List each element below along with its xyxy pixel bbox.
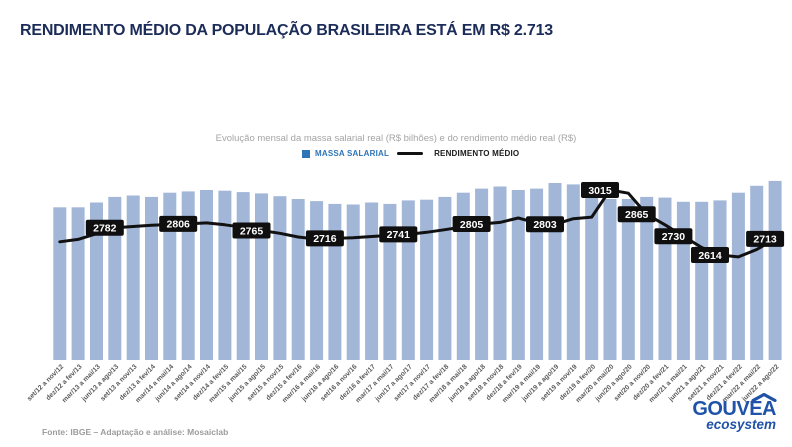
massa-salarial-bar <box>420 199 434 360</box>
value-label-box <box>746 230 785 247</box>
value-label: 2865 <box>625 209 649 221</box>
massa-salarial-bar <box>126 195 140 360</box>
massa-salarial-bar <box>695 201 709 360</box>
value-label: 2713 <box>753 234 777 246</box>
massa-salarial-bar <box>401 200 415 360</box>
chart-subtitle: Evolução mensal da massa salarial real (… <box>215 133 577 144</box>
logo-circumflex-icon <box>751 393 777 402</box>
massa-salarial-bar <box>640 196 654 360</box>
logo-wordmark: GOUVEA <box>692 393 777 420</box>
massa-salarial-bar <box>676 201 690 360</box>
massa-salarial-bar <box>585 182 599 360</box>
chart-legend: MASSA SALARIAL RENDIMENTO MÉDIO <box>302 149 519 158</box>
massa-salarial-bar <box>548 183 562 360</box>
logo-tagline: ecosystem <box>706 417 776 432</box>
value-label-box <box>617 206 656 223</box>
value-label: 2730 <box>662 231 686 243</box>
massa-salarial-bar <box>456 192 470 360</box>
source-note: Fonte: IBGE – Adaptação e análise: Mosai… <box>42 427 229 437</box>
value-label: 2716 <box>313 233 337 245</box>
massa-salarial-bar <box>475 188 489 360</box>
value-label-box <box>452 216 491 232</box>
massa-salarial-bar <box>200 190 213 360</box>
massa-salarial-bar <box>713 200 727 360</box>
massa-salarial-bar <box>511 190 525 360</box>
massa-salarial-bar <box>365 202 379 360</box>
massa-salarial-bar <box>310 201 324 360</box>
massa-salarial-bar <box>273 196 287 360</box>
legend-item-massa-salarial: MASSA SALARIAL <box>302 149 389 158</box>
value-label-box <box>691 247 729 263</box>
value-label: 2741 <box>387 229 411 241</box>
value-label-box <box>159 215 198 232</box>
massa-salarial-bar <box>383 203 397 360</box>
massa-salarial-bar <box>328 203 342 360</box>
massa-salarial-bar <box>181 191 195 360</box>
value-label: 2782 <box>93 223 117 235</box>
massa-salarial-bar <box>236 192 250 360</box>
massa-salarial-bar <box>603 199 617 360</box>
massa-salarial-bar <box>145 196 158 360</box>
massa-salarial-bar <box>163 192 177 360</box>
massa-salarial-bar <box>346 204 360 360</box>
value-label-box <box>232 222 271 239</box>
value-label: 2805 <box>460 219 484 231</box>
value-label-box <box>85 219 124 236</box>
value-label: 2614 <box>698 250 722 262</box>
logo-name-text: GOUVEA <box>692 398 776 420</box>
massa-salarial-bar <box>218 190 232 360</box>
value-label-box <box>654 228 693 245</box>
value-label: 2765 <box>240 225 264 237</box>
massa-salarial-bar <box>621 199 635 360</box>
massa-salarial-bar <box>90 202 103 360</box>
massa-salarial-bar <box>53 207 67 360</box>
line-swatch-icon <box>397 151 424 156</box>
massa-salarial-bar <box>750 185 764 360</box>
value-label-box <box>526 216 564 233</box>
gouvea-logo: GOUVEA ecosystem <box>692 393 777 432</box>
massa-salarial-bar <box>768 180 782 360</box>
value-label: 2803 <box>533 219 557 231</box>
massa-salarial-bar <box>731 192 745 360</box>
legend-item-rendimento-medio: RENDIMENTO MÉDIO <box>397 149 519 158</box>
massa-salarial-bar <box>493 186 507 360</box>
value-label: 3015 <box>588 185 612 197</box>
value-label: 2806 <box>167 219 191 231</box>
value-label-box <box>379 226 418 243</box>
bar-swatch-icon <box>302 149 310 158</box>
legend-bar-label: MASSA SALARIAL <box>315 149 390 158</box>
massa-salarial-bar <box>71 207 85 360</box>
massa-salarial-bar <box>108 196 122 360</box>
legend-line-label: RENDIMENTO MÉDIO <box>434 149 520 158</box>
value-label-box <box>305 230 344 247</box>
value-label-box <box>581 182 619 198</box>
massa-salarial-bar <box>530 188 544 360</box>
page-title: RENDIMENTO MÉDIO DA POPULAÇÃO BRASILEIRA… <box>20 22 553 39</box>
massa-salarial-bar <box>291 199 305 360</box>
massa-salarial-bar <box>438 196 452 360</box>
massa-salarial-bar <box>255 193 268 360</box>
massa-salarial-bar <box>566 184 580 360</box>
